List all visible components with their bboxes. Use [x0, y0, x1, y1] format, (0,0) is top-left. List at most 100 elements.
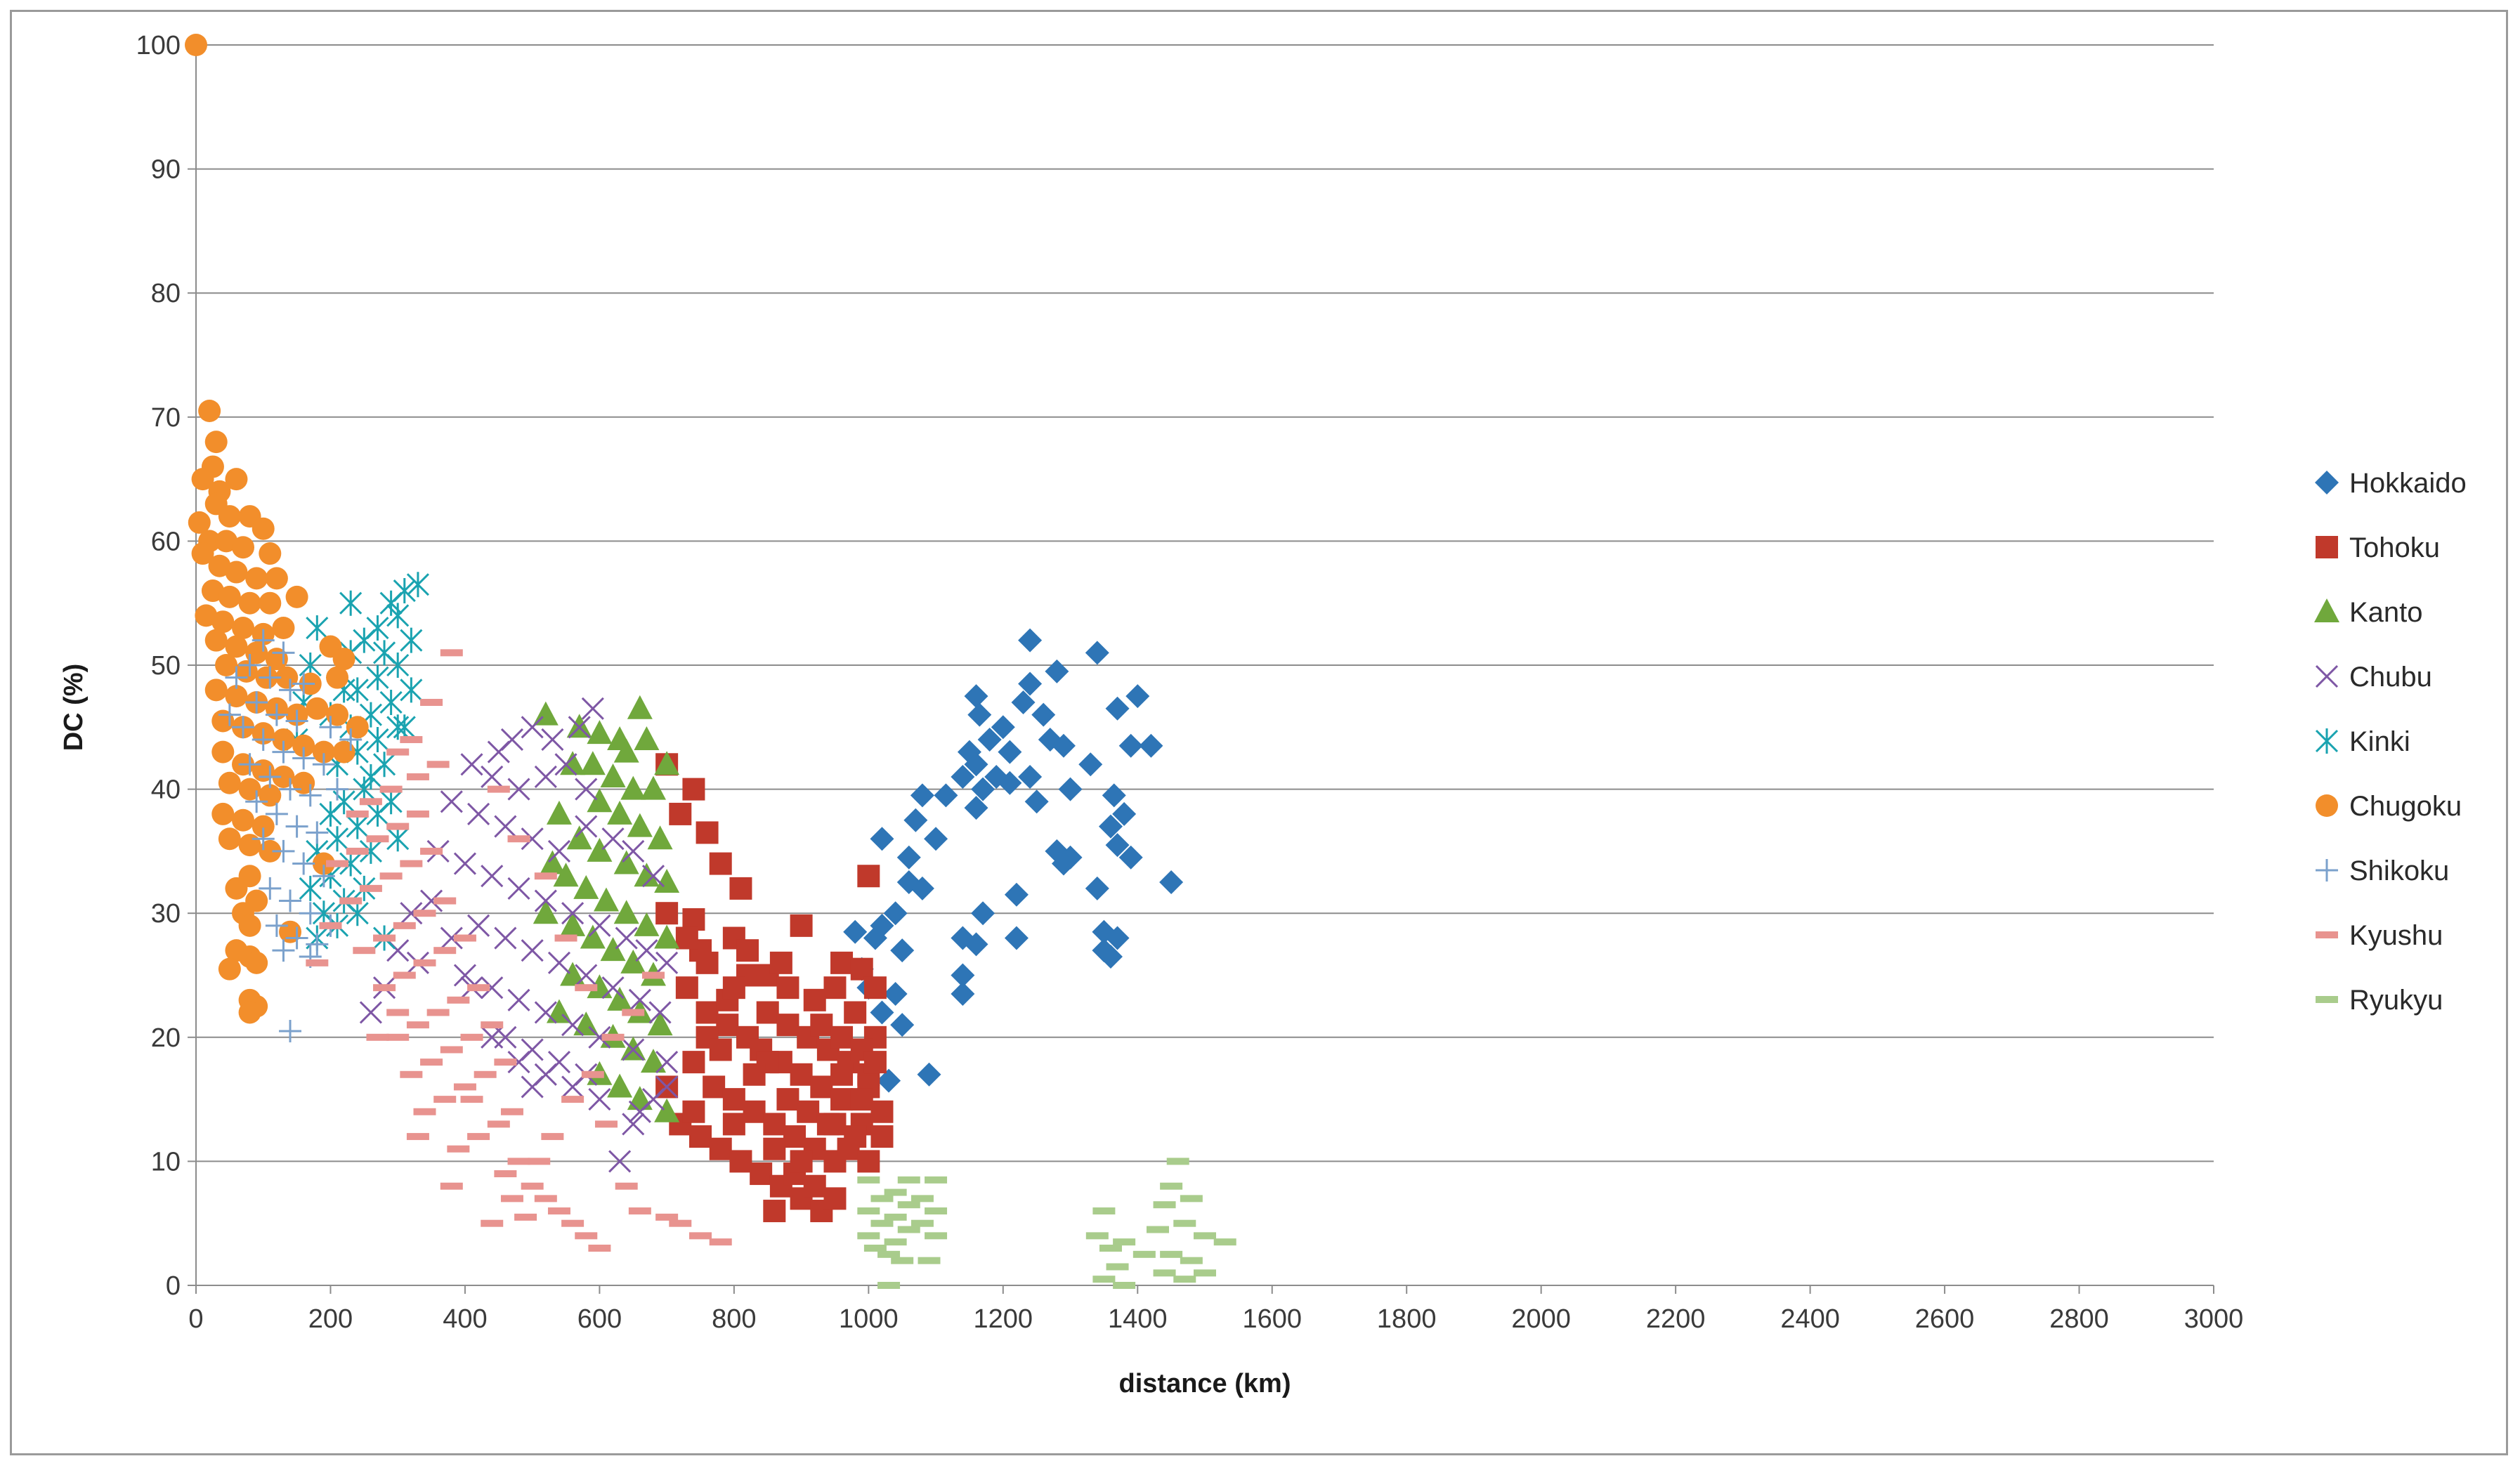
y-tick-label: 90 — [151, 155, 181, 185]
legend-marker-shikoku — [2316, 859, 2338, 882]
point-hokkaido — [1102, 783, 1126, 808]
point-chubu — [588, 1088, 611, 1111]
point-tohoku — [722, 976, 745, 1000]
point-kanto — [546, 800, 572, 825]
point-kyushu — [406, 810, 429, 818]
point-hokkaido — [870, 827, 894, 851]
point-tohoku — [830, 951, 854, 974]
point-chugoku — [204, 679, 228, 702]
point-kyushu — [554, 934, 577, 942]
point-chubu — [521, 939, 544, 962]
point-kyushu — [481, 1219, 504, 1227]
point-hokkaido — [991, 715, 1015, 740]
point-chubu — [601, 827, 625, 851]
point-kinki — [359, 838, 382, 864]
legend-label-hokkaido: Hokkaido — [2349, 468, 2467, 499]
point-shikoku — [245, 690, 268, 714]
point-kyushu — [426, 1009, 450, 1016]
point-kyushu — [534, 872, 557, 880]
point-ryukyu — [1194, 1232, 1216, 1240]
point-kanto — [580, 751, 606, 775]
point-hokkaido — [934, 783, 958, 808]
point-hokkaido — [883, 981, 908, 1006]
point-hokkaido — [1051, 851, 1076, 876]
point-chugoku — [204, 431, 228, 454]
point-hokkaido — [896, 845, 921, 870]
point-chugoku — [211, 802, 235, 825]
point-chubu — [628, 988, 651, 1011]
point-shikoku — [306, 821, 329, 844]
point-tohoku — [844, 1125, 867, 1148]
point-tohoku — [776, 976, 799, 1000]
point-ryukyu — [1180, 1195, 1203, 1202]
point-kanto — [654, 751, 680, 775]
point-ryukyu — [884, 1238, 907, 1246]
point-chugoku — [232, 536, 255, 559]
point-hokkaido — [971, 901, 995, 926]
point-kyushu — [366, 835, 389, 843]
point-chugoku — [326, 666, 349, 689]
legend-item-chugoku: Chugoku — [2316, 791, 2462, 822]
point-tohoku — [870, 1100, 894, 1123]
point-chugoku — [215, 654, 238, 676]
point-hokkaido — [1098, 814, 1123, 839]
point-chubu — [575, 964, 598, 987]
point-kyushu — [581, 1070, 604, 1078]
point-chubu — [481, 765, 504, 789]
point-chugoku — [238, 1001, 261, 1024]
point-kyushu — [379, 872, 403, 880]
point-ryukyu — [857, 1176, 880, 1184]
point-kinki — [386, 653, 410, 678]
point-chubu — [487, 740, 510, 764]
point-hokkaido — [1125, 684, 1150, 709]
point-chubu — [575, 815, 598, 838]
point-tohoku — [696, 821, 719, 844]
point-chugoku — [185, 34, 207, 56]
legend-marker-ryukyu — [2316, 996, 2338, 1003]
y-tick-labels: 0 10 20 30 40 50 60 70 80 90 100 — [136, 31, 181, 1301]
point-chugoku — [225, 561, 248, 584]
point-kyushu — [453, 934, 476, 942]
point-kyushu — [628, 1207, 651, 1215]
x-axis-title: distance (km) — [1119, 1369, 1291, 1398]
point-tohoku — [682, 1100, 705, 1123]
point-tohoku — [810, 1014, 833, 1037]
point-kyushu — [420, 698, 443, 706]
point-kanto — [647, 825, 673, 850]
point-ryukyu — [1113, 1282, 1136, 1289]
y-tick-label: 30 — [151, 899, 181, 929]
point-tohoku — [763, 1137, 786, 1160]
point-kyushu — [413, 1108, 436, 1115]
point-kyushu — [447, 996, 470, 1004]
series-hokkaido — [843, 628, 1184, 1093]
point-kyushu — [420, 847, 443, 855]
point-chugoku — [346, 716, 369, 739]
point-kinki — [379, 789, 403, 815]
point-shikoku — [292, 852, 315, 875]
point-hokkaido — [890, 938, 915, 963]
point-tohoku — [790, 914, 813, 937]
point-tohoku — [863, 1051, 887, 1074]
point-tohoku — [709, 1038, 732, 1061]
point-chubu — [507, 778, 530, 801]
point-kanto — [587, 837, 613, 862]
point-kanto — [600, 763, 626, 787]
point-tohoku — [675, 976, 698, 1000]
point-hokkaido — [890, 1013, 915, 1037]
point-kanto — [607, 1073, 633, 1098]
point-chubu — [494, 815, 517, 838]
point-kanto — [533, 900, 559, 924]
legend-marker-tohoku — [2316, 536, 2338, 558]
point-kinki — [306, 615, 329, 641]
point-kanto — [640, 1049, 666, 1073]
point-ryukyu — [884, 1213, 907, 1221]
point-ryukyu — [1213, 1238, 1236, 1246]
point-kyushu — [366, 1033, 389, 1041]
series-shikoku — [218, 629, 363, 1042]
point-shikoku — [272, 740, 295, 764]
point-kinki — [366, 726, 389, 752]
point-hokkaido — [977, 727, 1002, 752]
point-chubu — [507, 1051, 530, 1074]
legend-item-kinki: Kinki — [2315, 726, 2410, 757]
point-shikoku — [279, 679, 302, 702]
